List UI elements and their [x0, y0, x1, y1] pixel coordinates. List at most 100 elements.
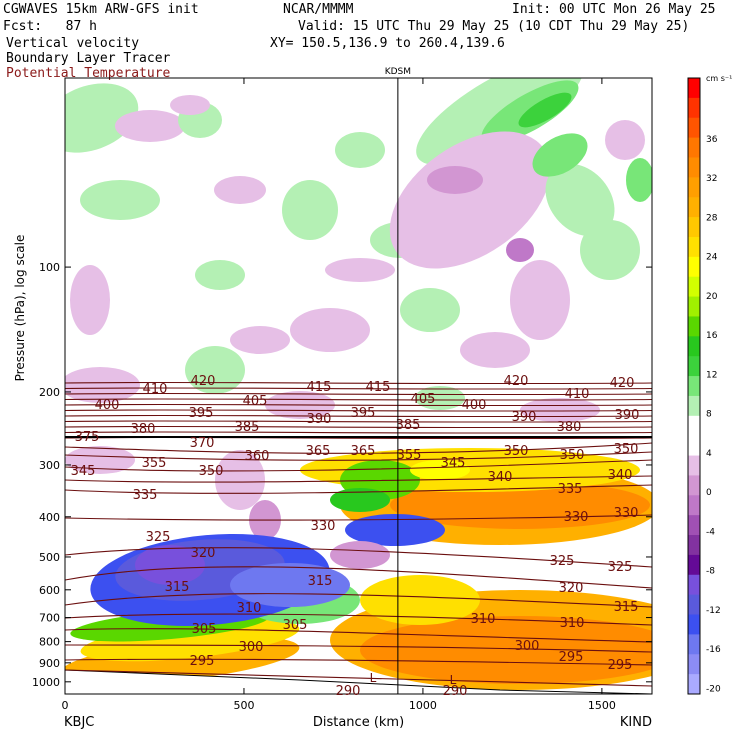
colorbar-tick-label: -4: [706, 527, 715, 537]
shading-blob: [360, 575, 480, 625]
shading-blob: [282, 180, 338, 240]
colorbar-swatch: [688, 654, 700, 675]
colorbar-swatch: [688, 395, 700, 417]
colorbar-tick-label: -20: [706, 684, 721, 694]
theta-label: 310: [471, 612, 496, 627]
theta-label: 390: [615, 408, 640, 423]
colorbar-tick-label: 36: [706, 135, 718, 145]
shading-blob: [510, 260, 570, 340]
theta-label: 335: [133, 488, 158, 503]
field-vertical-velocity: Vertical velocity: [6, 36, 140, 51]
colorbar-tick-label: 8: [706, 410, 712, 420]
field-bl-tracer: Boundary Layer Tracer: [6, 51, 171, 66]
colorbar: cm s⁻¹ 36 32 28 24 20 16 12 8 4 0 -4 -8 -12 -16 -20: [687, 74, 732, 695]
y-axis-label: Pressure (hPa), log scale: [13, 235, 27, 382]
theta-label: 420: [504, 374, 529, 389]
endpoint-left-label: KBJC: [64, 715, 94, 730]
low-marker: L: [370, 671, 377, 685]
theta-label: 365: [306, 444, 331, 459]
colorbar-swatch: [688, 535, 700, 556]
colorbar-swatch: [688, 435, 700, 457]
y-tick-label: 100: [39, 261, 60, 274]
x-axis-label: Distance (km): [313, 715, 404, 730]
colorbar-swatch: [688, 316, 700, 337]
theta-label: 335: [558, 482, 583, 497]
colorbar-swatch: [688, 356, 700, 377]
theta-line: [65, 387, 652, 390]
theta-label: 305: [192, 622, 217, 637]
colorbar-tick-label: 16: [706, 331, 718, 341]
shading-blob: [460, 332, 530, 368]
ground: [65, 669, 652, 694]
theta-line: [65, 475, 652, 483]
shading-blob: [360, 616, 652, 684]
x-tick-label: 500: [233, 699, 254, 712]
theta-label: 365: [351, 444, 376, 459]
colorbar-tick-label: 32: [706, 174, 717, 184]
theta-label: 385: [235, 420, 260, 435]
plot-frame: [64, 77, 653, 695]
theta-label: 350: [504, 444, 529, 459]
colorbar-swatch: [688, 455, 700, 476]
colorbar-unit: cm s⁻¹: [706, 74, 732, 83]
shading-blob: [415, 386, 465, 410]
colorbar-swatch: [688, 614, 700, 635]
theta-label: 315: [165, 580, 190, 595]
theta-label: 360: [245, 449, 270, 464]
theta-line: [65, 593, 652, 608]
theta-label: 295: [559, 650, 584, 665]
theta-label: 400: [462, 398, 487, 413]
shading-blob: [335, 132, 385, 168]
valid-time: Valid: 15 UTC Thu 29 May 25 (10 CDT Thu …: [298, 19, 690, 34]
shading-blob: [580, 220, 640, 280]
potential-temperature-contours: [65, 381, 652, 687]
y-tick-label: 500: [39, 551, 60, 564]
colorbar-tick-label: -8: [706, 567, 715, 577]
theta-label: 415: [366, 380, 391, 395]
colorbar-swatch: [688, 634, 700, 655]
colorbar-swatch: [688, 594, 700, 616]
shading-blob: [230, 326, 290, 354]
shading-blob: [545, 163, 615, 237]
theta-label: 290: [443, 684, 468, 699]
colorbar-swatch: [688, 495, 700, 516]
colorbar-tick-label: 0: [706, 488, 712, 498]
theta-label: 315: [614, 600, 639, 615]
theta-label: 375: [75, 430, 100, 445]
theta-label: 325: [550, 554, 575, 569]
colorbar-tick-label: 28: [706, 213, 718, 223]
theta-label: 420: [191, 374, 216, 389]
colorbar-swatch: [688, 137, 700, 158]
theta-line: [65, 613, 652, 626]
forecast-hour: Fcst: 87 h: [3, 19, 97, 34]
y-tick-label: 800: [39, 636, 60, 649]
theta-label: 340: [608, 468, 633, 483]
theta-line: [65, 425, 652, 429]
colorbar-swatch: [688, 78, 700, 99]
colorbar-swatch: [688, 515, 700, 536]
theta-label: 355: [142, 456, 167, 471]
colorbar-tick-label: -12: [706, 606, 721, 616]
shading-blob: [215, 450, 265, 510]
theta-line: [65, 628, 652, 643]
theta-line: [65, 484, 652, 494]
shading-blob: [345, 514, 445, 546]
shading-blob: [290, 308, 370, 352]
colorbar-swatch: [688, 336, 700, 357]
theta-line: [65, 644, 652, 653]
shading-blob: [195, 260, 245, 290]
theta-label: 340: [488, 470, 513, 485]
theta-label: 290: [336, 684, 361, 699]
theta-label: 405: [411, 392, 436, 407]
theta-line: [65, 398, 652, 401]
colorbar-swatch: [688, 256, 700, 278]
theta-line: [65, 547, 652, 568]
shading-blob: [70, 265, 110, 335]
theta-label: 325: [608, 560, 633, 575]
shading-blob: [400, 288, 460, 332]
theta-label: 330: [614, 506, 639, 521]
colorbar-swatch: [688, 236, 700, 258]
theta-label: 370: [190, 436, 215, 451]
init-label: Init: 00 UTC Mon 26 May 25: [512, 2, 716, 17]
shading-blob: [518, 92, 572, 128]
